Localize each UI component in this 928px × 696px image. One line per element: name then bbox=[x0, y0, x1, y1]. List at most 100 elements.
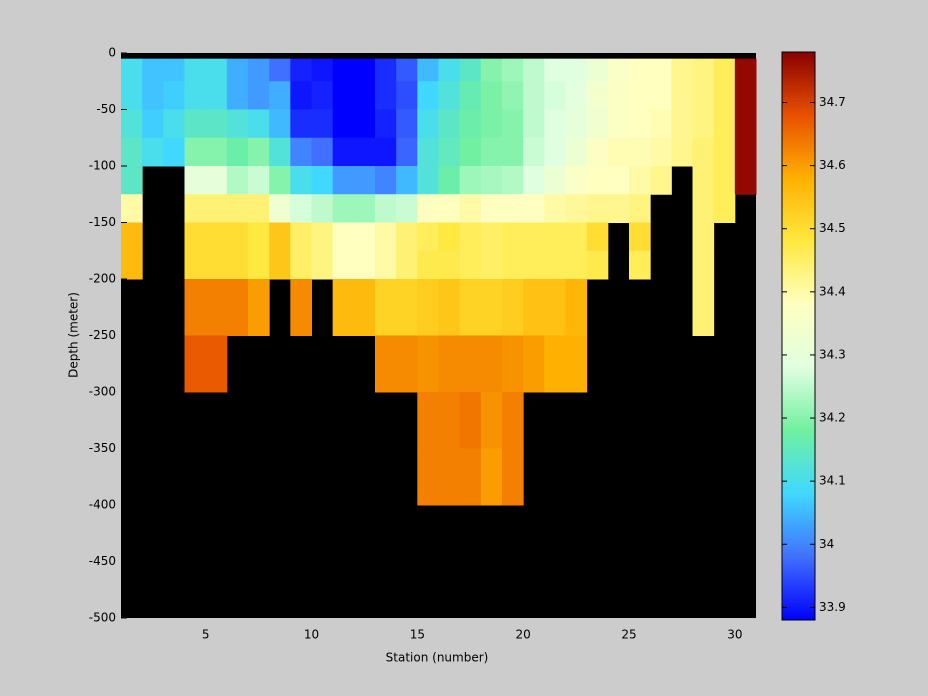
heatmap-cell bbox=[459, 335, 482, 393]
heatmap-cell bbox=[375, 81, 397, 110]
heatmap-cell bbox=[205, 166, 228, 195]
heatmap-cell bbox=[459, 279, 482, 336]
heatmap-cell bbox=[417, 109, 439, 139]
heatmap-cell bbox=[692, 166, 715, 195]
heatmap-cell bbox=[205, 222, 228, 252]
heatmap-cell bbox=[586, 222, 609, 252]
heatmap-cell bbox=[417, 81, 439, 110]
heatmap-cell bbox=[502, 109, 524, 139]
heatmap-cell bbox=[629, 81, 651, 110]
heatmap-cell bbox=[502, 335, 524, 393]
heatmap-cell bbox=[586, 137, 609, 167]
heatmap-cell bbox=[332, 222, 355, 252]
heatmap-cell bbox=[290, 58, 312, 82]
heatmap-cell bbox=[375, 279, 397, 336]
heatmap-cell bbox=[417, 250, 439, 280]
heatmap-cell bbox=[269, 137, 291, 167]
heatmap-cell bbox=[734, 137, 757, 167]
heatmap-cell bbox=[311, 137, 334, 167]
heatmap-cell bbox=[269, 58, 291, 82]
heatmap-cell bbox=[142, 81, 164, 110]
heatmap-cell bbox=[565, 81, 588, 110]
heatmap-cell bbox=[438, 109, 461, 139]
heatmap-cell bbox=[523, 81, 545, 110]
heatmap-cell bbox=[565, 279, 588, 336]
heatmap-cell bbox=[480, 392, 503, 449]
heatmap-cell bbox=[226, 250, 249, 280]
heatmap-cell bbox=[353, 109, 376, 139]
x-tick-label: 30 bbox=[727, 628, 742, 642]
x-tick-label: 5 bbox=[202, 628, 210, 642]
heatmap-cell bbox=[396, 250, 418, 280]
heatmap-cell bbox=[459, 166, 482, 195]
heatmap-cell bbox=[480, 194, 503, 223]
heatmap-cell bbox=[226, 166, 249, 195]
colorbar-tick-label: 34.4 bbox=[819, 284, 846, 298]
heatmap-cell bbox=[629, 250, 651, 280]
heatmap-cell bbox=[502, 222, 524, 252]
y-tick-label: -250 bbox=[89, 328, 116, 342]
colorbar-tick-label: 34.3 bbox=[819, 347, 846, 361]
heatmap-cell bbox=[417, 58, 439, 82]
heatmap-cell bbox=[184, 137, 207, 167]
heatmap-cell bbox=[438, 392, 461, 449]
heatmap-cell bbox=[184, 279, 207, 336]
heatmap-cell bbox=[480, 250, 503, 280]
heatmap-cell bbox=[417, 137, 439, 167]
heatmap-cell bbox=[692, 279, 715, 336]
heatmap-cell bbox=[586, 194, 609, 223]
heatmap-cell bbox=[438, 194, 461, 223]
heatmap-cell bbox=[565, 222, 588, 252]
heatmap-cell bbox=[290, 81, 312, 110]
heatmap-cell bbox=[607, 109, 630, 139]
heatmap-cell bbox=[121, 81, 143, 110]
heatmap-cell bbox=[375, 250, 397, 280]
colorbar-tick-label: 34.6 bbox=[819, 158, 846, 172]
heatmap-cell bbox=[523, 222, 545, 252]
heatmap-cell bbox=[396, 335, 418, 393]
heatmap-cell bbox=[353, 279, 376, 336]
heatmap-cell bbox=[248, 109, 270, 139]
heatmap-cell bbox=[438, 250, 461, 280]
heatmap-cell bbox=[544, 81, 566, 110]
x-tick-label: 25 bbox=[621, 628, 636, 642]
heatmap-cell bbox=[184, 81, 207, 110]
heatmap-cell bbox=[671, 58, 693, 82]
colorbar bbox=[781, 51, 816, 621]
heatmap-cell bbox=[248, 222, 270, 252]
heatmap-cell bbox=[713, 194, 736, 223]
heatmap-cell bbox=[248, 194, 270, 223]
heatmap-cell bbox=[523, 335, 545, 393]
heatmap-cell bbox=[607, 81, 630, 110]
heatmap-cell bbox=[353, 137, 376, 167]
heatmap-cell bbox=[565, 109, 588, 139]
heatmap-cell bbox=[544, 222, 566, 252]
heatmap-cell bbox=[269, 222, 291, 252]
heatmap-cell bbox=[480, 279, 503, 336]
heatmap-cell bbox=[713, 137, 736, 167]
heatmap-cell bbox=[121, 194, 143, 223]
heatmap-cell bbox=[417, 279, 439, 336]
heatmap-cell bbox=[396, 137, 418, 167]
heatmap-cell bbox=[396, 58, 418, 82]
y-axis-label: Depth (meter) bbox=[67, 292, 81, 378]
heatmap-cell bbox=[438, 81, 461, 110]
heatmap-cell bbox=[607, 194, 630, 223]
heatmap-cell bbox=[332, 279, 355, 336]
heatmap-cell bbox=[332, 250, 355, 280]
y-tick-label: 0 bbox=[108, 46, 116, 60]
heatmap-cell bbox=[502, 279, 524, 336]
heatmap-cell bbox=[565, 250, 588, 280]
heatmap-cell bbox=[438, 222, 461, 252]
heatmap-cell bbox=[565, 166, 588, 195]
heatmap-cell bbox=[480, 335, 503, 393]
heatmap-cell bbox=[248, 166, 270, 195]
heatmap-cell bbox=[396, 279, 418, 336]
heatmap-cell bbox=[523, 279, 545, 336]
heatmap-cell bbox=[311, 222, 334, 252]
heatmap-cell bbox=[650, 137, 672, 167]
heatmap-cell bbox=[226, 58, 249, 82]
heatmap-cell bbox=[480, 222, 503, 252]
heatmap-cell bbox=[332, 81, 355, 110]
heatmap-cell bbox=[375, 166, 397, 195]
